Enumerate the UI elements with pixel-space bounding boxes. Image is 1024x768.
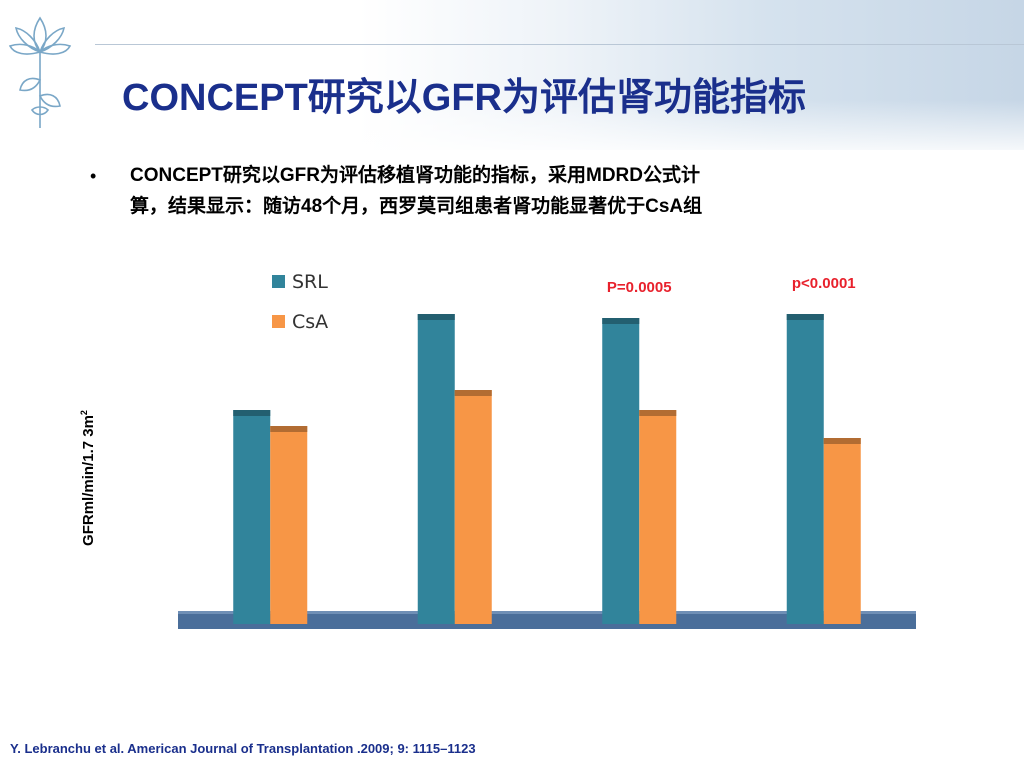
bar-top-csa-2 <box>454 390 492 396</box>
chart-floor-top <box>178 611 916 614</box>
bar-csa-2 <box>454 390 492 624</box>
bar-csa-4 <box>823 438 861 624</box>
bar-srl-3 <box>602 318 640 624</box>
bar-top-srl-3 <box>602 318 640 324</box>
legend-label-csa: CsA <box>292 311 328 333</box>
slide-title: CONCEPT研究以GFR为评估肾功能指标 <box>122 77 807 119</box>
bar-srl-4 <box>786 314 824 624</box>
bar-top-srl-4 <box>786 314 824 320</box>
p-value-annotation-1: P=0.0005 <box>607 279 672 296</box>
citation: Y. Lebranchu et al. American Journal of … <box>10 741 476 756</box>
bar-csa-1 <box>270 426 308 624</box>
bullet-line-1: CONCEPT研究以GFR为评估移植肾功能的指标，采用MDRD公式计 <box>130 165 700 186</box>
bar-srl-2 <box>417 314 455 624</box>
chart-floor <box>178 611 916 629</box>
bar-csa-3 <box>639 410 677 624</box>
bar-srl-1 <box>233 410 271 624</box>
bar-top-csa-4 <box>823 438 861 444</box>
bar-top-srl-2 <box>417 314 455 320</box>
bar-top-srl-1 <box>233 410 271 416</box>
legend-swatch-srl <box>272 275 285 288</box>
bullet-marker: • <box>90 166 97 186</box>
legend-swatch-csa <box>272 315 285 328</box>
header-rule <box>95 44 1024 45</box>
p-value-annotation-2: p<0.0001 <box>792 275 856 292</box>
lotus-logo-icon <box>8 16 72 128</box>
bar-top-csa-1 <box>270 426 308 432</box>
bullet-text: CONCEPT研究以GFR为评估移植肾功能的指标，采用MDRD公式计 算，结果显… <box>130 160 930 222</box>
bar-top-csa-3 <box>639 410 677 416</box>
header-fade <box>0 100 1024 160</box>
legend-label-srl: SRL <box>292 271 328 293</box>
bullet-line-2: 算，结果显示：随访48个月，西罗莫司组患者肾功能显著优于CsA组 <box>130 196 703 217</box>
